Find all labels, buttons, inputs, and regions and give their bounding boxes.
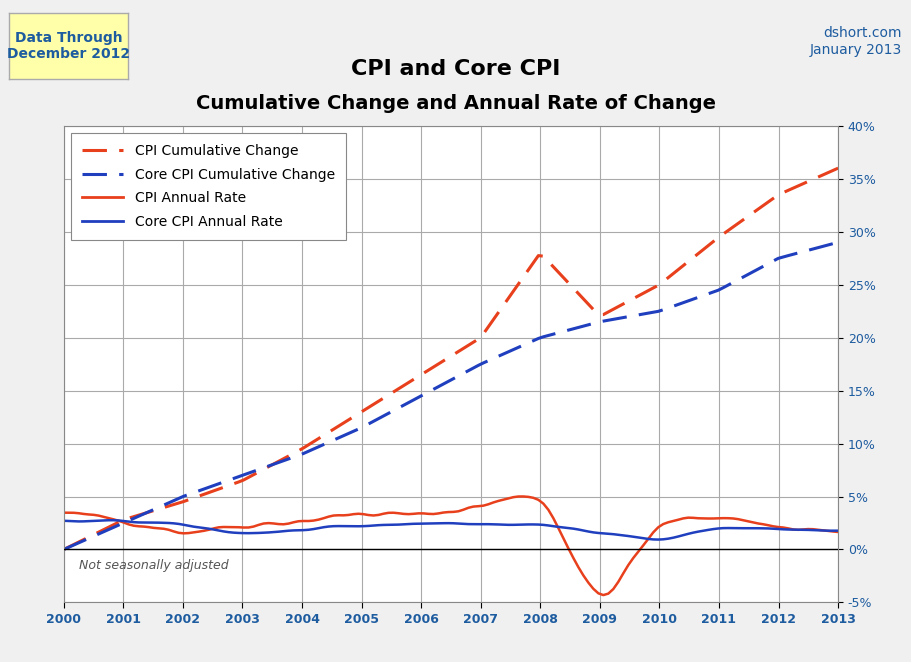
- Core CPI Annual Rate: [108, 516, 119, 524]
- Core CPI Cumulative Change: [253, 465, 264, 473]
- CPI Cumulative Change: [682, 258, 693, 265]
- CPI Cumulative Change: [518, 273, 529, 281]
- Line: Core CPI Annual Rate: Core CPI Annual Rate: [64, 520, 838, 540]
- Text: dshort.com
January 2013: dshort.com January 2013: [810, 26, 902, 57]
- Core CPI Annual Rate: [523, 520, 534, 528]
- CPI Annual Rate: [253, 521, 264, 529]
- Line: CPI Cumulative Change: CPI Cumulative Change: [64, 168, 838, 549]
- Core CPI Annual Rate: [598, 530, 609, 538]
- CPI Annual Rate: [348, 510, 359, 518]
- CPI Annual Rate: [598, 591, 609, 599]
- Line: Core CPI Cumulative Change: Core CPI Cumulative Change: [64, 242, 838, 549]
- Core CPI Cumulative Change: [348, 427, 359, 435]
- Core CPI Annual Rate: [58, 517, 69, 525]
- Text: Cumulative Change and Annual Rate of Change: Cumulative Change and Annual Rate of Cha…: [196, 93, 715, 113]
- Core CPI Cumulative Change: [378, 412, 389, 420]
- Core CPI Annual Rate: [653, 536, 664, 544]
- Text: Not seasonally adjusted: Not seasonally adjusted: [79, 559, 229, 572]
- CPI Annual Rate: [692, 514, 703, 522]
- Legend: CPI Cumulative Change, Core CPI Cumulative Change, CPI Annual Rate, Core CPI Ann: CPI Cumulative Change, Core CPI Cumulati…: [71, 132, 346, 240]
- Core CPI Annual Rate: [833, 527, 844, 535]
- CPI Cumulative Change: [348, 413, 359, 421]
- CPI Cumulative Change: [253, 468, 264, 476]
- Core CPI Cumulative Change: [833, 238, 844, 246]
- Core CPI Annual Rate: [383, 521, 394, 529]
- CPI Annual Rate: [518, 493, 529, 500]
- CPI Annual Rate: [378, 510, 389, 518]
- Core CPI Cumulative Change: [518, 341, 529, 349]
- Core CPI Annual Rate: [353, 522, 364, 530]
- Text: CPI and Core CPI: CPI and Core CPI: [351, 60, 560, 79]
- CPI Cumulative Change: [58, 545, 69, 553]
- CPI Cumulative Change: [378, 394, 389, 402]
- Core CPI Cumulative Change: [682, 297, 693, 305]
- Core CPI Annual Rate: [258, 529, 269, 537]
- CPI Cumulative Change: [593, 311, 604, 319]
- CPI Annual Rate: [58, 508, 69, 516]
- Core CPI Annual Rate: [692, 528, 703, 536]
- CPI Annual Rate: [603, 590, 614, 598]
- Core CPI Cumulative Change: [593, 318, 604, 326]
- Text: Data Through
December 2012: Data Through December 2012: [6, 31, 130, 62]
- CPI Annual Rate: [833, 528, 844, 536]
- CPI Annual Rate: [523, 493, 534, 501]
- CPI Cumulative Change: [833, 164, 844, 172]
- Core CPI Cumulative Change: [58, 545, 69, 553]
- Line: CPI Annual Rate: CPI Annual Rate: [64, 496, 838, 595]
